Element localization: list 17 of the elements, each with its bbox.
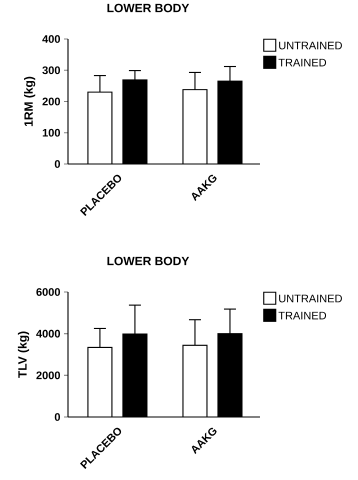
legend-label: TRAINED bbox=[278, 58, 326, 66]
chart-title: LOWER BODY bbox=[107, 4, 190, 12]
y-tick-label: 200 bbox=[42, 98, 60, 106]
y-tick-label: 6000 bbox=[36, 288, 60, 296]
y-tick-label: 300 bbox=[42, 66, 60, 74]
y-tick-label: 2000 bbox=[36, 371, 60, 380]
y-tick-label: 0 bbox=[54, 160, 60, 168]
y-tick-label: 100 bbox=[42, 128, 60, 137]
y-axis-title: 1RM (kg) bbox=[24, 76, 36, 126]
y-tick-label: 4000 bbox=[36, 330, 60, 338]
y-tick-label: 0 bbox=[54, 413, 60, 421]
legend-label: UNTRAINED bbox=[279, 42, 342, 50]
y-axis-title: TLV (kg) bbox=[18, 332, 30, 378]
chart-title: LOWER BODY bbox=[107, 256, 190, 266]
legend-label: UNTRAINED bbox=[279, 294, 342, 302]
y-tick-label: 400 bbox=[42, 35, 60, 43]
legend-label: TRAINED bbox=[278, 312, 326, 320]
